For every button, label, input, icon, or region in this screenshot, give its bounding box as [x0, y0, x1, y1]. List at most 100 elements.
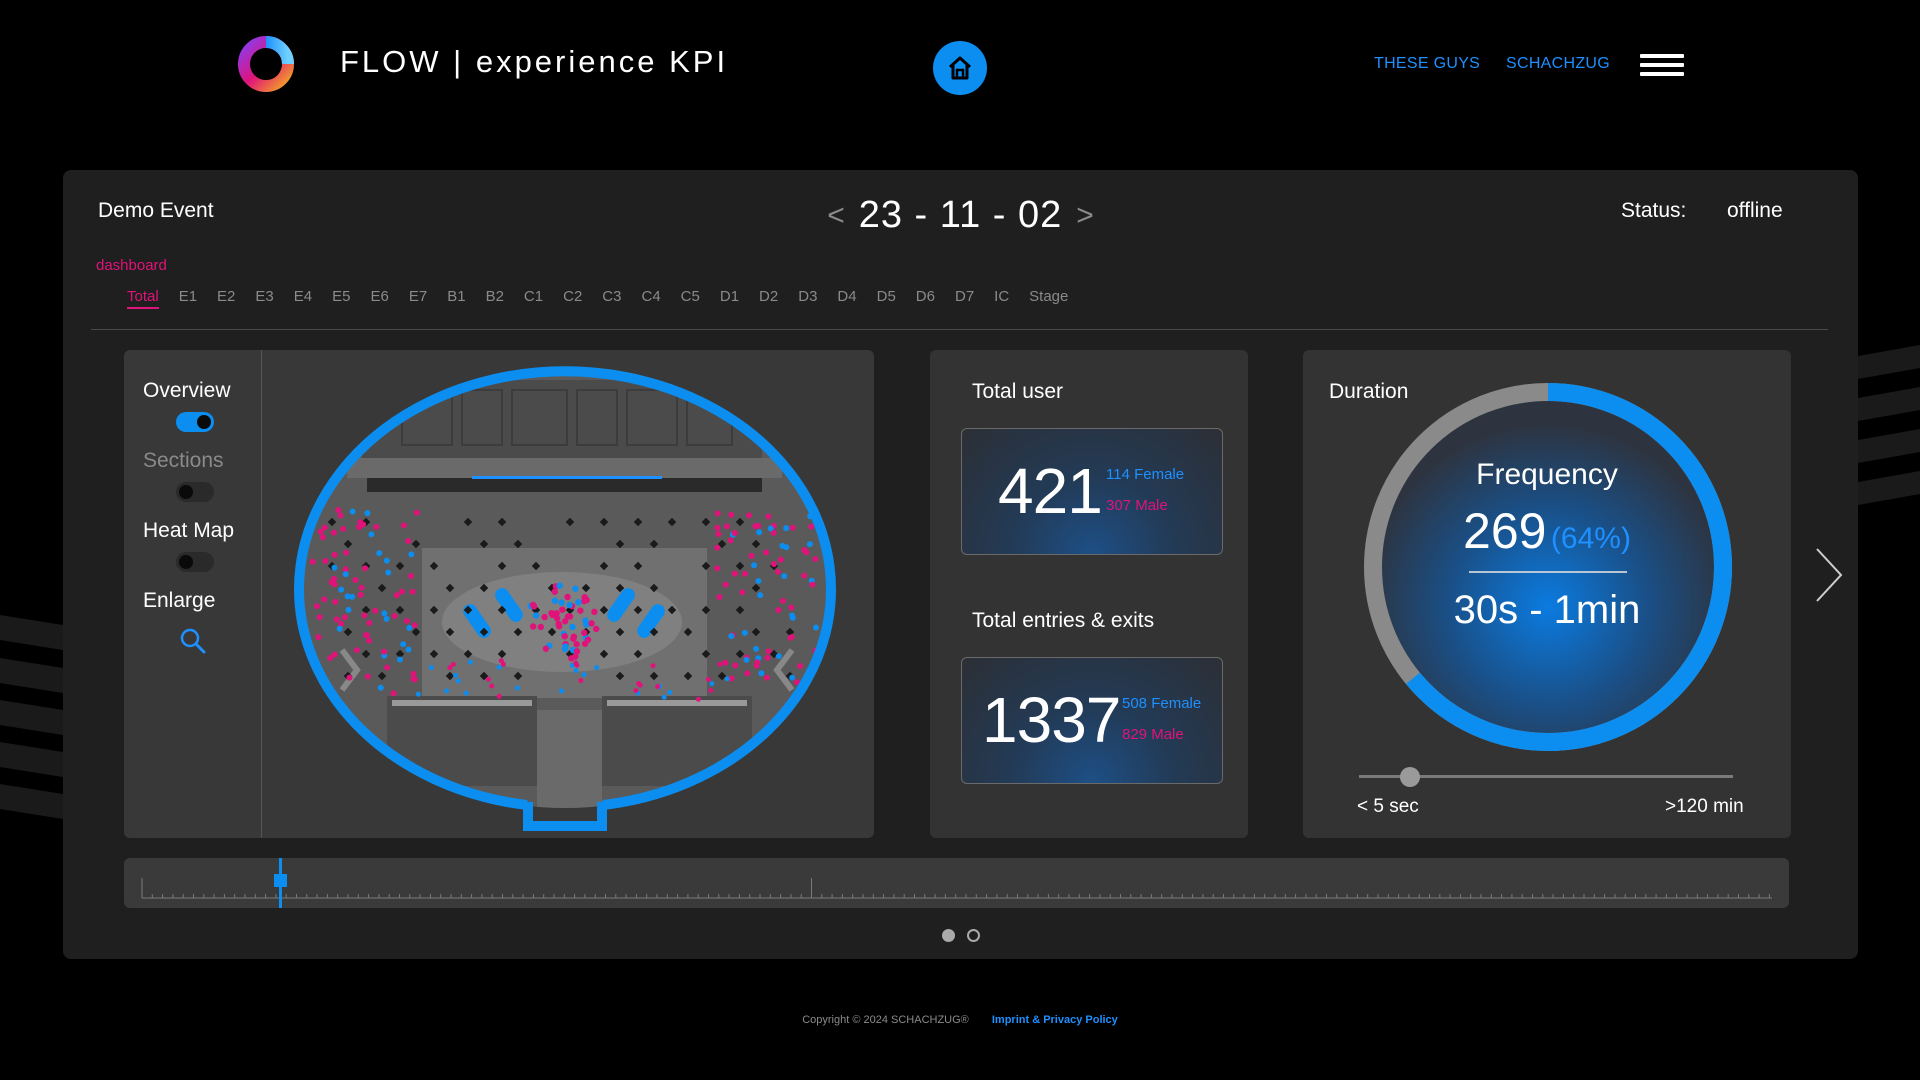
table-marker [445, 671, 455, 681]
page-dot[interactable] [966, 929, 980, 942]
tab-stage[interactable]: Stage [1029, 288, 1069, 305]
visitor-dot [390, 690, 397, 697]
visitor-dot [455, 678, 461, 684]
tab-d3[interactable]: D3 [798, 288, 818, 305]
timeline-scrubber[interactable] [124, 858, 1789, 908]
visitor-dot [763, 674, 770, 681]
visitor-dot [793, 679, 800, 686]
visitor-dot [765, 648, 772, 655]
tab-e3[interactable]: E3 [255, 288, 274, 305]
tab-e1[interactable]: E1 [178, 288, 198, 305]
heatmap-toggle[interactable] [176, 552, 214, 572]
visitor-dot [763, 549, 770, 556]
visitor-dot [561, 645, 569, 653]
table-marker [395, 649, 405, 659]
tab-total[interactable]: Total [127, 287, 159, 309]
tab-c1[interactable]: C1 [523, 288, 544, 305]
visitor-dot [732, 662, 739, 669]
visitor-dot [357, 591, 364, 598]
visitor-dot [731, 530, 738, 537]
section-tabs: Total E1 E2 E3 E4 E5 E6 E7 B1 B2 C1 C2 C3 C4 C5 D1 D2 D3 D… [117, 287, 1078, 309]
tab-c4[interactable]: C4 [641, 288, 661, 305]
venue-map[interactable] [262, 350, 874, 838]
tab-e4[interactable]: E4 [293, 288, 313, 305]
visitor-dot [741, 629, 748, 636]
visitor-dot [573, 668, 579, 674]
hamburger-menu-button[interactable] [1640, 54, 1684, 76]
tab-e2[interactable]: E2 [217, 288, 236, 305]
magnifier-icon[interactable] [178, 626, 208, 656]
slider-min-label: < 5 sec [1357, 796, 1419, 817]
visitor-dot [705, 676, 711, 682]
tab-d5[interactable]: D5 [876, 288, 896, 305]
visitor-dot [581, 672, 587, 678]
timeline-ticks [141, 878, 1772, 899]
timeline-handle[interactable] [274, 874, 287, 887]
visitor-dot [500, 661, 506, 667]
tab-d2[interactable]: D2 [759, 288, 779, 305]
tab-c2[interactable]: C2 [563, 288, 583, 305]
nav-schachzug[interactable]: SCHACHZUG [1506, 55, 1611, 72]
tab-c5[interactable]: C5 [680, 288, 700, 305]
hamburger-line [1640, 54, 1684, 58]
tab-c3[interactable]: C3 [602, 288, 622, 305]
visitor-dot [667, 689, 673, 695]
visitor-dot [774, 568, 781, 575]
tab-e5[interactable]: E5 [332, 288, 351, 305]
date-next-button[interactable]: > [1076, 198, 1094, 232]
tab-d6[interactable]: D6 [915, 288, 935, 305]
visitor-dot [583, 596, 590, 604]
table-marker [497, 605, 507, 615]
table-marker [497, 517, 507, 527]
visitor-dot [591, 608, 598, 616]
table-marker [479, 671, 489, 681]
tab-b2[interactable]: B2 [485, 288, 504, 305]
visitor-dot [787, 634, 794, 641]
visitor-dot [361, 612, 368, 619]
tab-d7[interactable]: D7 [954, 288, 975, 305]
visitor-dot [358, 584, 365, 591]
sections-label: Sections [143, 449, 224, 472]
tab-d4[interactable]: D4 [837, 288, 857, 305]
dashboard-link[interactable]: dashboard [96, 257, 167, 274]
visitor-dot [564, 613, 572, 620]
visitor-dot [403, 617, 410, 624]
tab-ic[interactable]: IC [994, 288, 1010, 305]
slider-max-label: >120 min [1665, 796, 1744, 817]
visitor-dot [312, 686, 319, 693]
tab-d1[interactable]: D1 [719, 288, 740, 305]
visitor-dot [541, 613, 548, 621]
date-prev-button[interactable]: < [827, 198, 845, 232]
sections-toggle[interactable] [176, 482, 214, 502]
visitor-dot [708, 688, 714, 694]
visitor-dot [331, 551, 338, 558]
visitor-dot [344, 593, 351, 600]
visitor-dot [788, 604, 795, 611]
overview-toggle[interactable] [176, 412, 214, 432]
nav-these-guys[interactable]: THESE GUYS [1374, 55, 1481, 72]
visitor-dot [336, 625, 343, 632]
visitor-dot [731, 570, 738, 577]
entries-exits-box: 1337 508 Female 829 Male [961, 657, 1223, 784]
visitor-dot [551, 588, 558, 595]
tab-e7[interactable]: E7 [408, 288, 428, 305]
page-dot[interactable] [941, 929, 955, 942]
home-button[interactable] [933, 41, 987, 95]
toggle-knob [179, 485, 193, 499]
visitor-dot [724, 676, 730, 682]
visitor-dot [561, 633, 568, 640]
visitor-dot [727, 537, 734, 544]
visitor-dot [391, 612, 398, 619]
duration-slider-handle[interactable] [1400, 767, 1420, 787]
tab-b1[interactable]: B1 [447, 288, 466, 305]
table-marker [463, 517, 473, 527]
imprint-link[interactable]: Imprint & Privacy Policy [991, 1014, 1118, 1026]
duration-slider-track[interactable] [1359, 775, 1733, 778]
visitor-dot [364, 673, 371, 680]
next-page-chevron-icon[interactable] [1813, 545, 1845, 605]
tab-e6[interactable]: E6 [370, 288, 389, 305]
visitor-dot [577, 607, 584, 614]
visitor-dot [801, 572, 808, 579]
visitor-dot [559, 688, 565, 694]
visitor-dot [661, 694, 667, 700]
